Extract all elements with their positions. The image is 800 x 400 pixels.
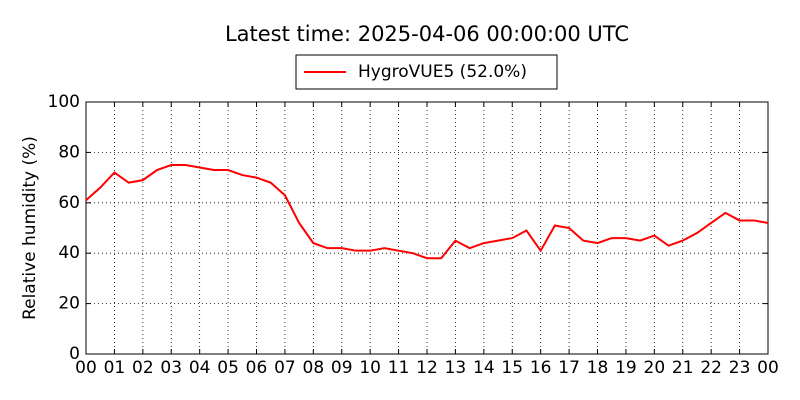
plot-frame — [85, 101, 769, 355]
x-tick-label: 04 — [189, 358, 211, 378]
x-tick-label: 14 — [473, 358, 495, 378]
x-tick-label: 17 — [558, 358, 580, 378]
y-axis-label: Relative humidity (%) — [20, 136, 40, 320]
legend-label: HygroVUE5 (52.0%) — [358, 62, 527, 82]
x-tick-label: 19 — [615, 358, 637, 378]
x-tick-label: 05 — [217, 358, 239, 378]
x-tick-label: 08 — [303, 358, 325, 378]
y-tick-label: 80 — [58, 142, 80, 162]
x-tick-label: 06 — [246, 358, 268, 378]
x-tick-label: 22 — [700, 358, 722, 378]
x-tick-label: 12 — [416, 358, 438, 378]
x-tick-label: 13 — [445, 358, 467, 378]
data-line — [85, 164, 769, 260]
y-tick-label: 40 — [58, 243, 80, 263]
y-tick-label: 0 — [69, 344, 80, 364]
x-tick-label: 18 — [587, 358, 609, 378]
x-tick-label: 23 — [729, 358, 751, 378]
y-tick-label: 60 — [58, 193, 80, 213]
y-tick-label: 20 — [58, 294, 80, 314]
x-tick-label: 01 — [104, 358, 126, 378]
x-tick-label: 15 — [501, 358, 523, 378]
x-tick-label: 16 — [530, 358, 552, 378]
x-tick-label: 00 — [75, 358, 97, 378]
x-tick-label: 10 — [359, 358, 381, 378]
x-tick-label: 03 — [160, 358, 182, 378]
x-tick-label: 07 — [274, 358, 296, 378]
x-tick-label: 21 — [672, 358, 694, 378]
x-tick-label: 02 — [132, 358, 154, 378]
x-tick-label: 09 — [331, 358, 353, 378]
x-tick-label: 11 — [388, 358, 410, 378]
x-tick-label: 00 — [757, 358, 779, 378]
chart-title: Latest time: 2025-04-06 00:00:00 UTC — [225, 22, 629, 46]
y-tick-label: 100 — [48, 92, 80, 112]
x-tick-label: 20 — [644, 358, 666, 378]
